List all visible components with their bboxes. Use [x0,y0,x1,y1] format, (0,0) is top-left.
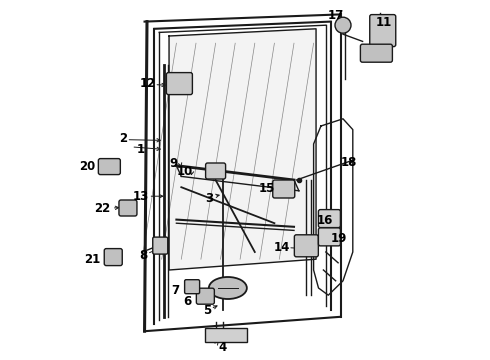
Text: 22: 22 [94,202,110,215]
Text: 11: 11 [375,16,392,29]
FancyBboxPatch shape [196,288,214,304]
FancyBboxPatch shape [370,15,396,46]
FancyBboxPatch shape [167,73,193,95]
Text: 15: 15 [259,182,275,195]
Text: 18: 18 [341,156,358,169]
Text: 1: 1 [137,143,145,156]
Text: 5: 5 [203,304,211,317]
Circle shape [335,17,351,33]
Text: 8: 8 [139,249,147,262]
FancyBboxPatch shape [273,180,295,198]
Text: 13: 13 [133,190,149,203]
FancyBboxPatch shape [205,328,246,342]
FancyBboxPatch shape [294,235,319,257]
FancyBboxPatch shape [206,163,225,179]
Text: 17: 17 [327,9,344,22]
FancyBboxPatch shape [119,200,137,216]
FancyBboxPatch shape [98,159,121,175]
Text: 7: 7 [171,284,179,297]
Ellipse shape [209,277,247,299]
Text: 19: 19 [331,232,347,245]
Text: 9: 9 [170,157,178,170]
Text: 4: 4 [219,341,227,354]
Text: 12: 12 [140,77,156,90]
Text: 20: 20 [79,160,96,173]
Text: 10: 10 [177,165,194,178]
FancyBboxPatch shape [185,280,199,294]
Text: 2: 2 [120,132,127,145]
Polygon shape [169,29,316,270]
FancyBboxPatch shape [318,228,341,246]
Text: 16: 16 [316,214,333,227]
Text: 14: 14 [273,241,290,254]
FancyBboxPatch shape [104,249,122,266]
FancyBboxPatch shape [318,210,341,228]
Text: 6: 6 [183,295,191,308]
FancyBboxPatch shape [361,44,392,62]
FancyBboxPatch shape [153,237,168,254]
Text: 21: 21 [84,253,100,266]
Text: 3: 3 [205,192,213,204]
